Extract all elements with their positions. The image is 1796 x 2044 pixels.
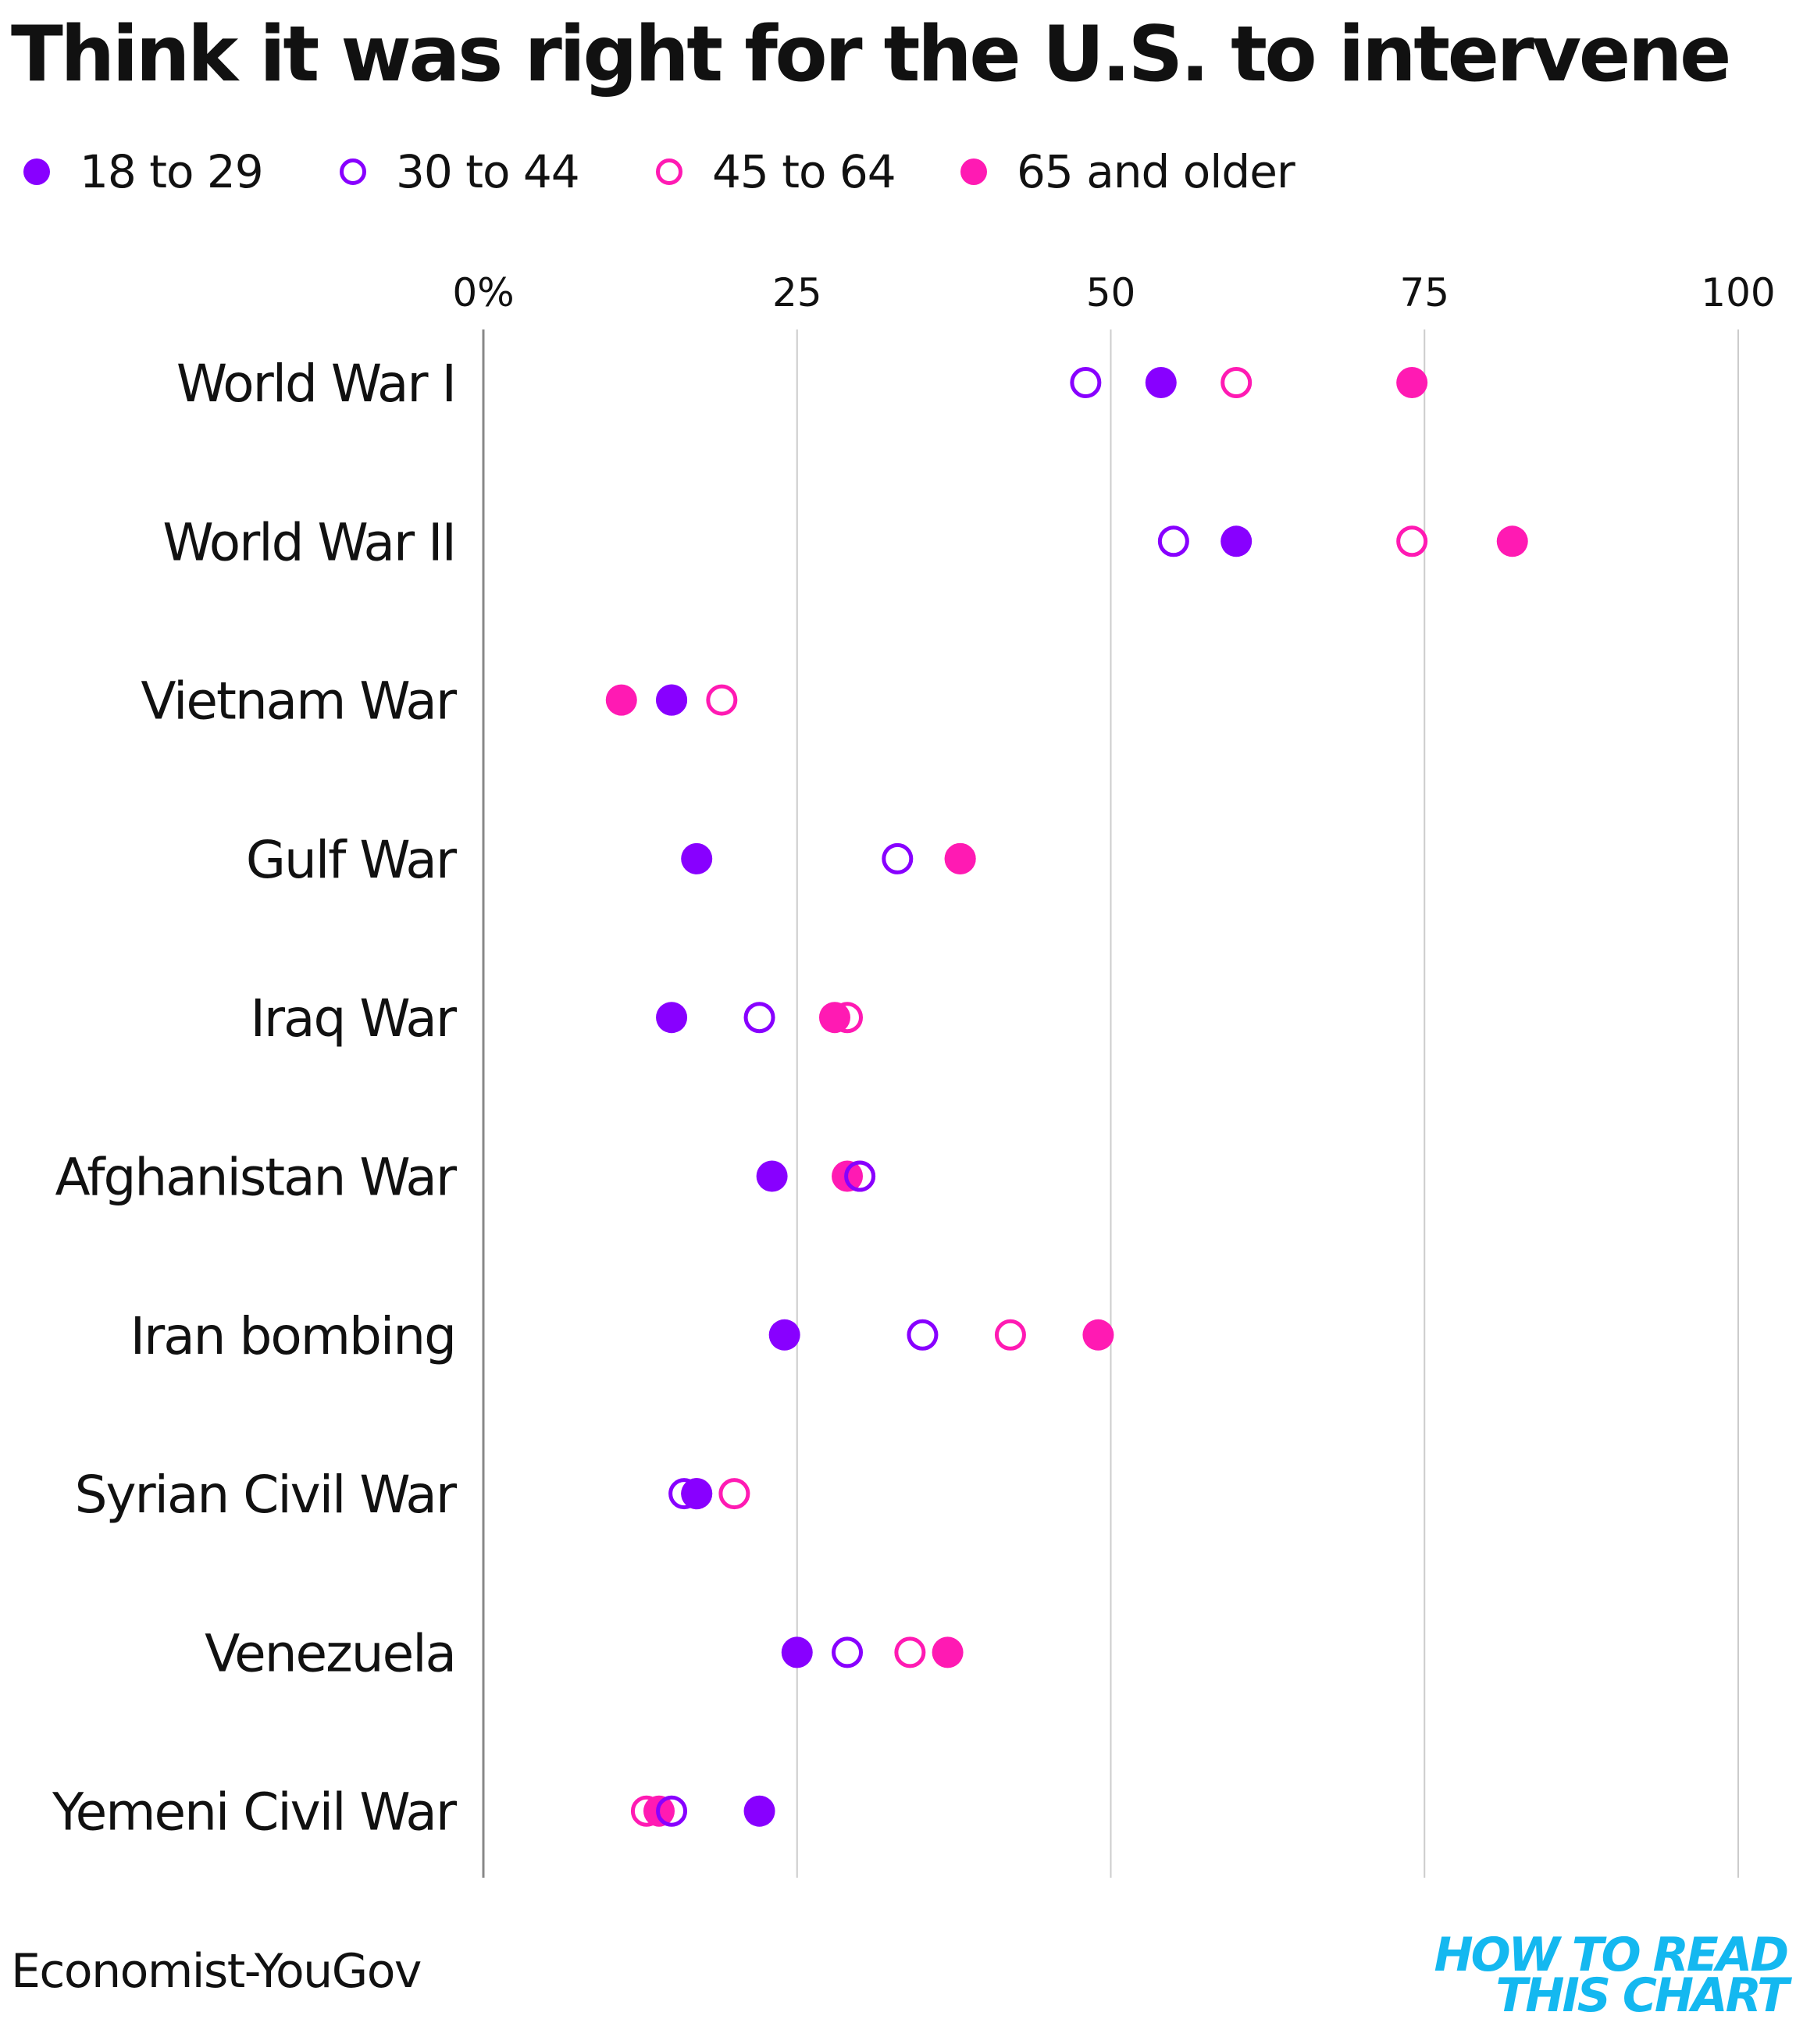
category-label: Iran bombing — [130, 1306, 455, 1366]
legend-marker — [23, 158, 50, 185]
dot-45-to-64-world-war-i — [1220, 367, 1253, 398]
category-label: Venezuela — [205, 1623, 455, 1683]
dot-45-to-64-gulf-war — [944, 842, 976, 874]
dot-30-to-44-world-war-i — [1070, 367, 1102, 398]
dot-45-to-64-syrian-civil-war — [718, 1478, 750, 1510]
dot-65-and-older-vietnam-war — [605, 684, 637, 716]
legend-marker — [340, 158, 366, 185]
dot-45-to-64-world-war-ii — [1396, 525, 1428, 557]
category-label: Gulf War — [246, 830, 458, 890]
legend-item-18-to-29: 18 to 29 — [23, 141, 264, 203]
dot-18-to-29-world-war-i — [1145, 367, 1177, 398]
legend-label: 65 and older — [1017, 145, 1295, 198]
dot-30-to-44-iraq-war — [743, 1002, 775, 1034]
x-tick-label: 50 — [1086, 270, 1136, 315]
brand-line-1: HOW TO READ — [1434, 1928, 1789, 1982]
dot-30-to-44-yemeni-civil-war — [656, 1795, 688, 1827]
category-label: Iraq War — [250, 988, 457, 1049]
dot-65-and-older-gulf-war — [944, 842, 976, 874]
dot-30-to-44-gulf-war — [882, 842, 914, 874]
legend-item-45-to-64: 45 to 64 — [656, 141, 896, 203]
dot-45-to-64-yemeni-civil-war — [630, 1795, 662, 1827]
dot-30-to-44-world-war-ii — [1157, 525, 1189, 557]
dot-65-and-older-venezuela — [932, 1636, 964, 1668]
dot-30-to-44-venezuela — [832, 1636, 864, 1668]
dot-18-to-29-iran-bombing — [768, 1319, 800, 1351]
legend-marker — [656, 158, 682, 185]
x-tick-label: 100 — [1701, 270, 1775, 315]
x-tick-label: 25 — [772, 270, 822, 315]
dot-45-to-64-vietnam-war — [706, 684, 738, 716]
dot-65-and-older-world-war-ii — [1496, 525, 1528, 557]
legend-label: 18 to 29 — [80, 145, 264, 198]
dot-30-to-44-vietnam-war — [656, 684, 688, 716]
category-label: Vietnam War — [141, 671, 458, 732]
legend-marker — [960, 158, 987, 185]
dot-30-to-44-iran-bombing — [907, 1319, 939, 1351]
brand-logo: HOW TO READ THIS CHART — [1434, 1928, 1789, 2023]
dot-18-to-29-afghanistan-war — [756, 1160, 788, 1192]
legend-item-65-and-older: 65 and older — [960, 141, 1295, 203]
legend-item-30-to-44: 30 to 44 — [340, 141, 580, 203]
dot-65-and-older-iran-bombing — [1082, 1319, 1114, 1351]
dot-30-to-44-syrian-civil-war — [668, 1478, 700, 1510]
dot-plot: 0% 25 50 75 100 World War I World War II Vietna… — [52, 270, 1776, 1878]
chart-title: Think it was right for the U.S. to inter… — [11, 10, 1731, 99]
x-tick-label: 0% — [452, 270, 514, 315]
category-label: World War I — [176, 354, 455, 414]
legend-label: 45 to 64 — [712, 145, 896, 198]
dot-18-to-29-venezuela — [781, 1636, 813, 1668]
dot-18-to-29-vietnam-war — [656, 684, 688, 716]
dot-45-to-64-venezuela — [894, 1636, 926, 1668]
category-label: Yemeni Civil War — [52, 1782, 458, 1843]
dot-45-to-64-iraq-war — [832, 1002, 864, 1034]
category-label: World War II — [162, 512, 455, 572]
dot-65-and-older-world-war-i — [1396, 367, 1428, 398]
category-label: Afghanistan War — [55, 1148, 457, 1208]
dot-18-to-29-yemeni-civil-war — [743, 1795, 775, 1827]
x-tick-label: 75 — [1399, 270, 1449, 315]
source-note: Economist-YouGov — [11, 1944, 422, 1999]
brand-line-2: THIS CHART — [1495, 1968, 1789, 2023]
dot-45-to-64-iran-bombing — [994, 1319, 1026, 1351]
dot-18-to-29-iraq-war — [656, 1002, 688, 1034]
legend-label: 30 to 44 — [396, 145, 580, 198]
category-label: Syrian Civil War — [75, 1465, 458, 1525]
dot-18-to-29-world-war-ii — [1220, 525, 1253, 557]
dot-18-to-29-gulf-war — [681, 842, 713, 874]
dot-30-to-44-afghanistan-war — [844, 1160, 876, 1192]
